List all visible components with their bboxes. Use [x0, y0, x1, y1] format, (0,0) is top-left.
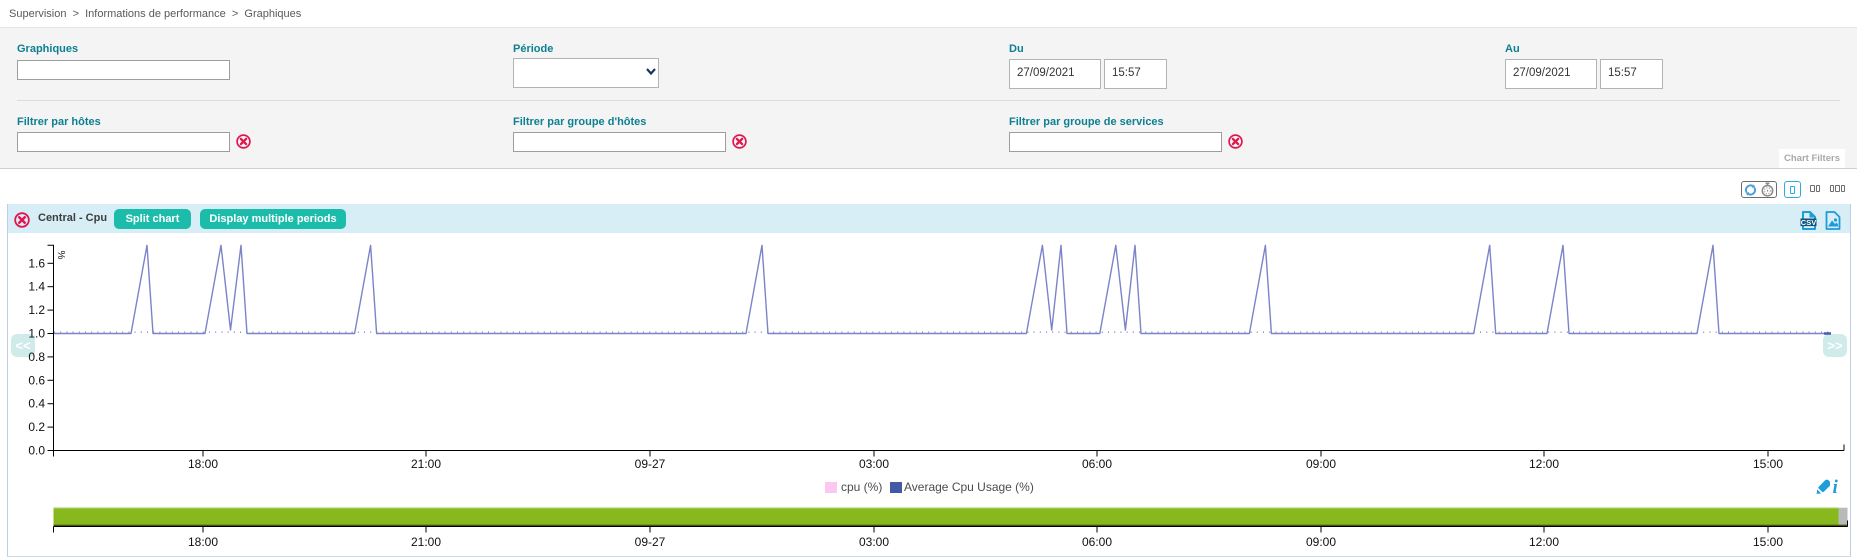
svg-text:03:00: 03:00: [859, 457, 889, 471]
svg-text:15:00: 15:00: [1753, 535, 1783, 549]
svg-text:1.2: 1.2: [28, 303, 45, 317]
svg-text:21:00: 21:00: [411, 457, 441, 471]
svg-text:1.4: 1.4: [28, 280, 45, 294]
svg-text:09-27: 09-27: [635, 535, 666, 549]
svg-text:%: %: [55, 251, 66, 260]
svg-text:09:00: 09:00: [1306, 457, 1336, 471]
svg-text:12:00: 12:00: [1529, 535, 1559, 549]
svg-text:09:00: 09:00: [1306, 535, 1336, 549]
svg-text:18:00: 18:00: [188, 535, 218, 549]
svg-text:03:00: 03:00: [859, 535, 889, 549]
svg-text:0.6: 0.6: [28, 373, 45, 387]
svg-text:0.4: 0.4: [28, 397, 45, 411]
svg-text:06:00: 06:00: [1082, 535, 1112, 549]
svg-text:21:00: 21:00: [411, 535, 441, 549]
svg-text:0.8: 0.8: [28, 350, 45, 364]
svg-text:18:00: 18:00: [188, 457, 218, 471]
svg-text:15:00: 15:00: [1753, 457, 1783, 471]
svg-text:1.0: 1.0: [28, 327, 45, 341]
svg-text:09-27: 09-27: [635, 457, 666, 471]
svg-text:0.2: 0.2: [28, 420, 45, 434]
svg-text:12:00: 12:00: [1529, 457, 1559, 471]
svg-text:06:00: 06:00: [1082, 457, 1112, 471]
svg-text:1.6: 1.6: [28, 256, 45, 270]
svg-text:CSV: CSV: [1801, 218, 1816, 227]
svg-text:0.0: 0.0: [28, 444, 45, 458]
